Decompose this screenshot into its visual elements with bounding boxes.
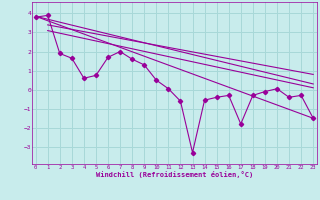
X-axis label: Windchill (Refroidissement éolien,°C): Windchill (Refroidissement éolien,°C) xyxy=(96,171,253,178)
